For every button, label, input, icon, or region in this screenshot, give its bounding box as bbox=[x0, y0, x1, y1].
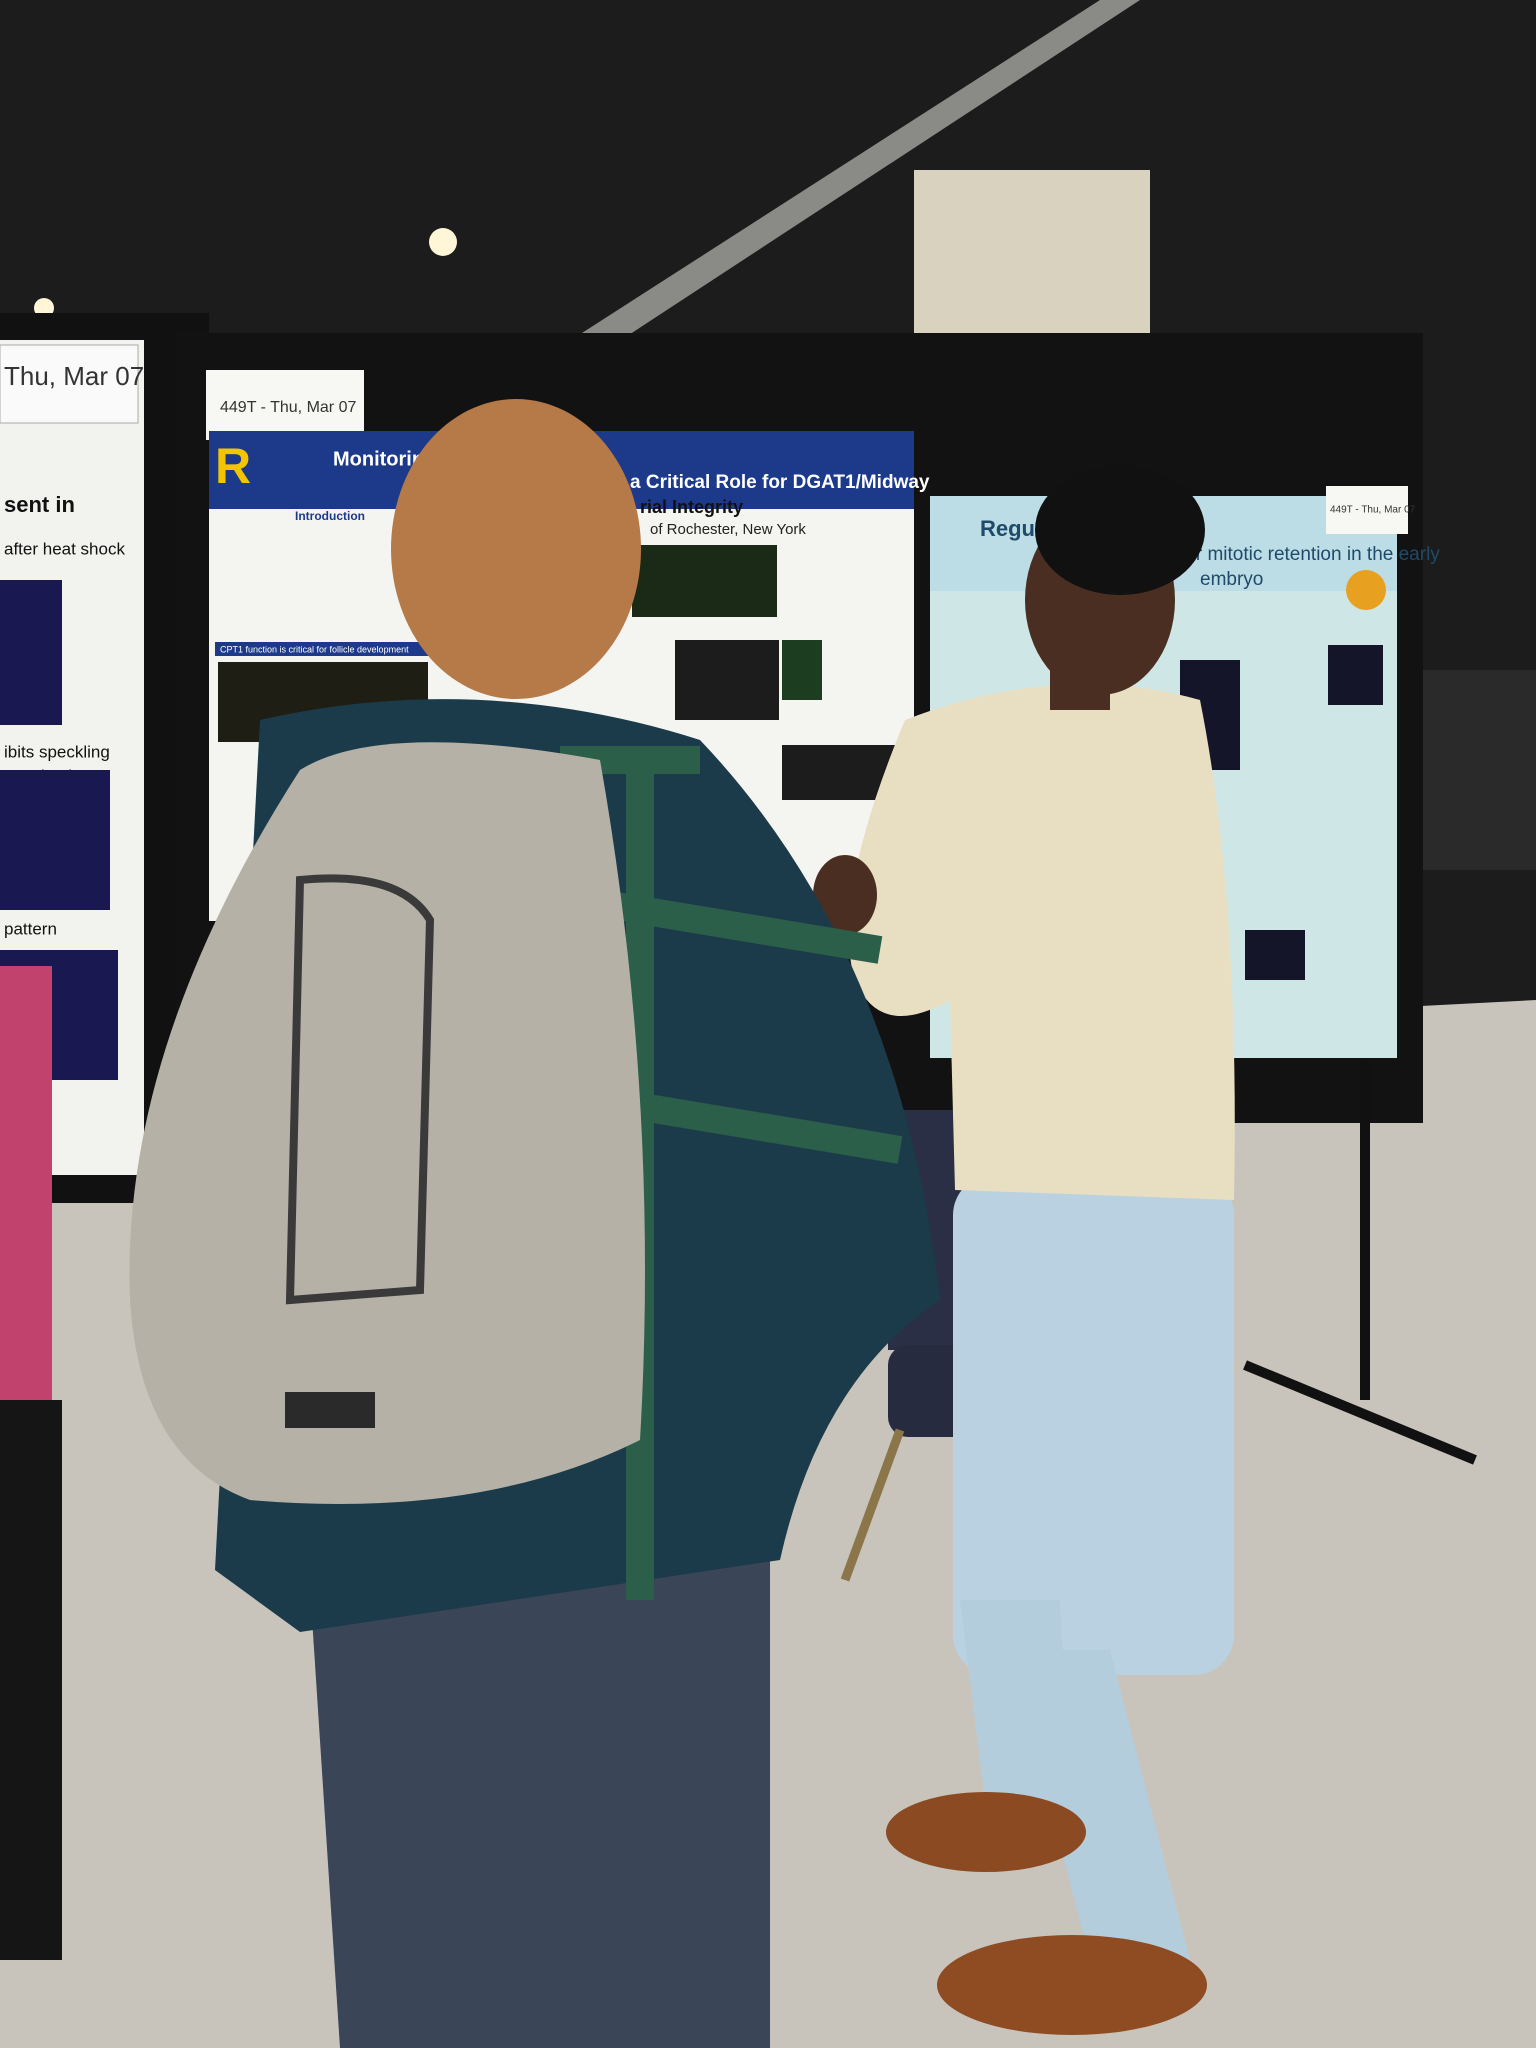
poster-title: a Critical Role for DGAT1/Midway bbox=[630, 472, 930, 493]
shoe bbox=[937, 1935, 1207, 2035]
poster-title: embryo bbox=[1200, 569, 1263, 590]
logo bbox=[1346, 570, 1386, 610]
poster-section: Introduction bbox=[295, 509, 365, 523]
micrograph bbox=[675, 640, 779, 720]
bystander-legs bbox=[0, 1400, 62, 1960]
sign-text: Thu, Mar 07 bbox=[4, 361, 144, 391]
jeans-leg bbox=[960, 1600, 1070, 1800]
zipper bbox=[285, 874, 435, 1305]
poster-title: for mitotic retention in the early bbox=[1180, 544, 1440, 565]
logo: R bbox=[215, 438, 251, 494]
micrograph bbox=[0, 580, 62, 725]
micrograph bbox=[1245, 930, 1305, 980]
poster-affiliation: of Rochester, New York bbox=[650, 521, 806, 538]
right-sign bbox=[1326, 486, 1408, 534]
jeans bbox=[953, 1175, 1234, 1675]
light bbox=[429, 228, 457, 256]
sign-text: 449T - Thu, Mar 07 bbox=[1330, 505, 1416, 516]
shoe bbox=[886, 1792, 1086, 1872]
poster-text: after heat shock bbox=[4, 539, 125, 558]
chair-leg bbox=[840, 1428, 905, 1582]
bystander bbox=[0, 966, 52, 1411]
poster-title: Monitoring bbox=[333, 448, 436, 470]
section-bar bbox=[215, 642, 435, 656]
board-foot bbox=[1243, 1360, 1477, 1465]
poster-text: sent in bbox=[4, 492, 75, 517]
hair bbox=[391, 399, 641, 699]
poster-text: pattern bbox=[4, 919, 57, 938]
micrograph bbox=[1328, 645, 1383, 705]
poster-title: rial Integrity bbox=[640, 497, 743, 517]
hand bbox=[813, 855, 877, 935]
center-sign bbox=[206, 370, 364, 440]
poster-text: ibits speckling bbox=[4, 742, 110, 761]
micrograph bbox=[0, 770, 110, 910]
sign-text: 449T - Thu, Mar 07 bbox=[220, 399, 356, 416]
poster-section: CPT1 function is critical for follicle d… bbox=[220, 644, 409, 654]
backpack bbox=[129, 742, 645, 1504]
micrograph bbox=[782, 640, 822, 700]
beam bbox=[540, 0, 1140, 380]
plaid-pattern bbox=[560, 746, 903, 1600]
jeans bbox=[307, 1541, 770, 2048]
hair bbox=[1035, 465, 1205, 595]
left-sign bbox=[0, 344, 139, 424]
sweater bbox=[848, 684, 1235, 1200]
micrograph bbox=[632, 545, 777, 617]
patch bbox=[285, 1392, 375, 1428]
